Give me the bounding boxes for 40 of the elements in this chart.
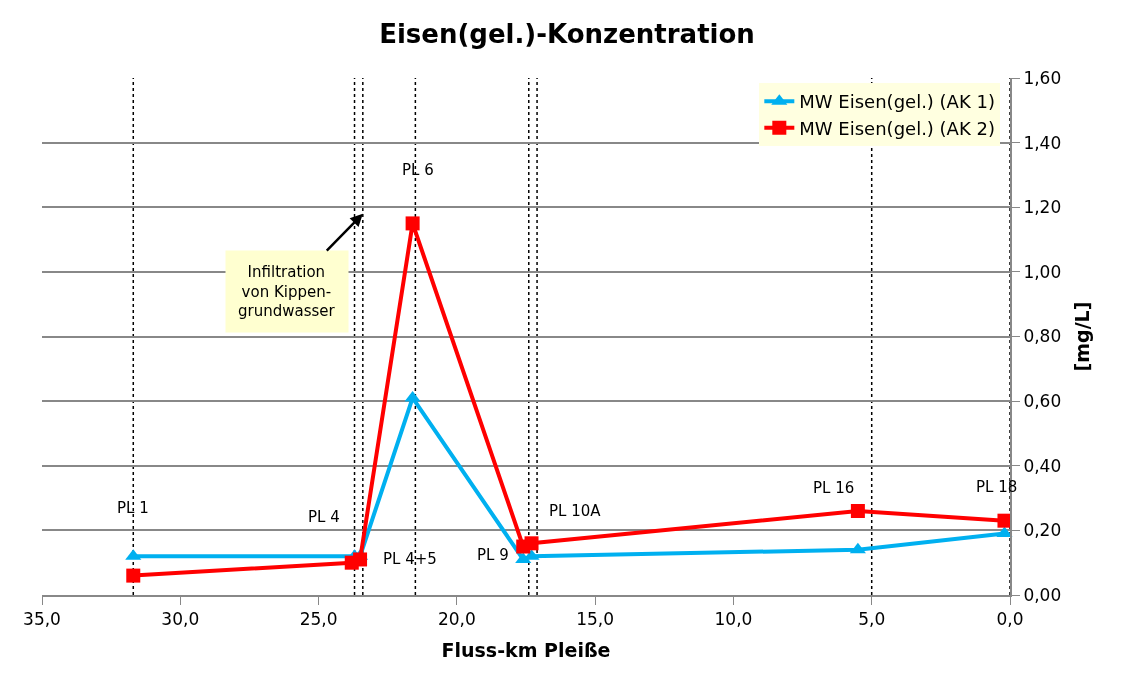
x-tick-label: 20,0 [437,609,476,630]
annotation: PL 10A [549,502,602,520]
annotation: PL 6 [402,161,434,179]
legend-label: MW Eisen(gel.) (AK 2) [799,117,995,139]
legend-label: MW Eisen(gel.) (AK 1) [799,91,995,113]
x-tick-label: 25,0 [299,609,338,630]
point [849,542,866,554]
y-tick-label: 0,80 [1023,326,1062,347]
annotation: PL 9 [477,546,509,564]
point [353,552,368,567]
point [524,536,539,551]
annotation: PL 1 [117,499,149,517]
x-tick-label: 35,0 [23,609,61,630]
annotation: PL 16 [813,479,855,497]
x-tick-label: 15,0 [576,609,615,630]
point [997,513,1012,528]
annotation: PL 4+5 [383,550,437,568]
point [996,526,1013,538]
point [850,503,865,518]
y-tick-label: 0,60 [1023,391,1062,412]
x-tick-label: 5,0 [858,609,886,630]
point [126,568,141,583]
point [404,390,421,402]
y-tick-label: 0,40 [1023,455,1062,476]
y-tick-label: 0,20 [1023,520,1062,541]
y-tick-label: 1,20 [1023,197,1062,218]
annotation: Infiltration von Kippen- grundwasser [238,263,336,320]
x-axis-title: Fluss-km Pleiße [441,638,611,661]
y-tick-label: 1,60 [1023,67,1062,88]
point [405,216,420,231]
y-axis-title: [mg/L] [1070,301,1093,372]
y-tick-label: 1,40 [1023,132,1062,153]
x-tick-label: 0,0 [996,609,1024,630]
y-tick-label: 0,00 [1023,584,1062,605]
chart-title: Eisen(gel.)-Konzentration [379,18,755,49]
annotation: PL 4 [308,508,340,526]
x-tick-label: 10,0 [714,609,753,630]
y-tick-label: 1,00 [1023,261,1062,282]
annotation: PL 18 [976,478,1018,496]
x-tick-label: 30,0 [161,609,200,630]
